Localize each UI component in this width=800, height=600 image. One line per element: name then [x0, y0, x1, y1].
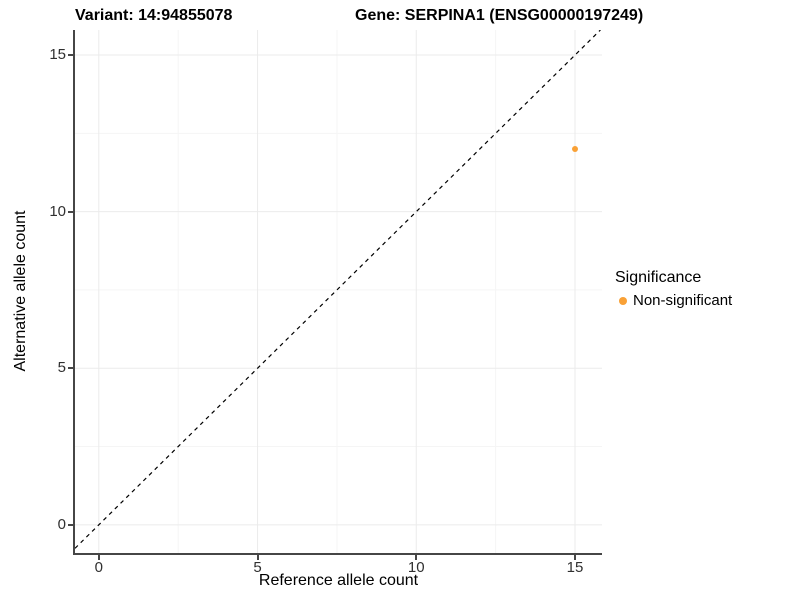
data-point [572, 146, 579, 153]
plot-title-variant: Variant: 14:94855078 [75, 7, 233, 24]
y-tick-label: 15 [49, 46, 66, 64]
x-axis-label: Reference allele count [258, 572, 419, 589]
y-axis-tick [68, 523, 73, 526]
legend-item-non-significant: Non-significant [615, 292, 732, 309]
legend-item-label: Non-significant [633, 292, 733, 309]
y-axis-tick [68, 54, 73, 57]
x-axis-tick [97, 555, 100, 560]
y-axis-tick [68, 210, 73, 213]
x-tick-label: 15 [566, 559, 584, 576]
plot-title-gene: Gene: SERPINA1 (ENSG00000197249) [355, 7, 644, 24]
y-axis-label: Alternative allele count [12, 210, 29, 372]
plot-canvas [75, 30, 602, 553]
y-tick-label: 5 [57, 359, 66, 377]
y-tick-label: 0 [57, 515, 66, 533]
x-axis-tick [574, 555, 576, 560]
x-tick-label: 5 [253, 559, 262, 576]
legend-title: Significance [615, 269, 702, 286]
legend: Significance Non-significant [615, 268, 732, 309]
legend-point-icon [619, 296, 627, 305]
x-axis-tick [256, 555, 259, 560]
identity-reference-line [75, 30, 601, 549]
x-axis-tick [415, 555, 418, 560]
plot-panel [73, 30, 602, 555]
y-axis-tick [68, 367, 73, 370]
x-tick-label: 10 [407, 559, 425, 576]
x-tick-label: 0 [94, 559, 103, 576]
y-tick-label: 10 [49, 202, 66, 220]
